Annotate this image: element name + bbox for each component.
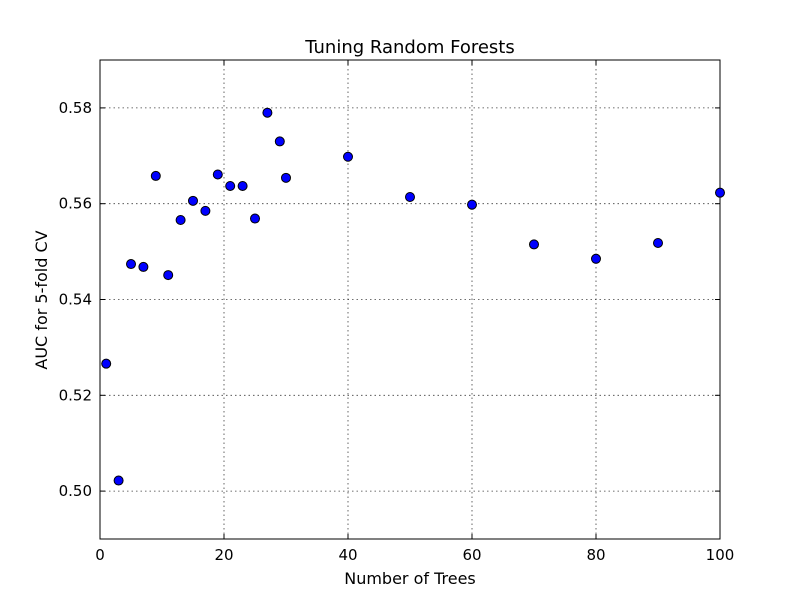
data-point (212, 169, 223, 180)
data-points (101, 107, 725, 486)
y-tick-labels: 0.50 0.52 0.54 0.56 0.58 (59, 99, 92, 500)
x-tick-label: 0 (95, 546, 105, 564)
data-point (150, 170, 161, 181)
x-axis-label: Number of Trees (344, 569, 476, 588)
data-point (653, 237, 663, 248)
ticks (99, 60, 721, 539)
x-tick-label: 100 (706, 546, 735, 564)
data-point (405, 191, 415, 202)
data-point (343, 151, 353, 162)
data-point (529, 239, 539, 250)
data-point (126, 259, 136, 270)
x-tick-labels: 0 20 40 60 80 100 (95, 546, 734, 564)
x-tick-label: 20 (214, 546, 233, 564)
grid (100, 60, 720, 539)
y-tick-label: 0.54 (59, 291, 92, 309)
data-point (113, 475, 124, 486)
data-point (225, 180, 236, 191)
data-point (200, 205, 211, 216)
data-point (274, 136, 285, 147)
chart-title: Tuning Random Forests (304, 37, 515, 58)
data-point (188, 195, 198, 206)
data-point (250, 213, 260, 224)
data-point (163, 270, 174, 281)
data-point (467, 199, 477, 210)
data-point (281, 172, 291, 183)
y-tick-label: 0.56 (59, 195, 92, 213)
data-point (591, 253, 601, 264)
x-tick-label: 40 (338, 546, 357, 564)
data-point (262, 107, 273, 118)
data-point (138, 261, 149, 272)
x-tick-label: 80 (586, 546, 605, 564)
data-point (101, 358, 112, 369)
data-point (237, 180, 248, 191)
data-point (175, 214, 186, 225)
y-tick-label: 0.58 (59, 99, 92, 117)
data-point (715, 187, 725, 198)
x-tick-label: 60 (462, 546, 481, 564)
y-tick-label: 0.50 (59, 482, 92, 500)
y-axis-label: AUC for 5-fold CV (32, 230, 51, 369)
y-tick-label: 0.52 (59, 386, 92, 404)
